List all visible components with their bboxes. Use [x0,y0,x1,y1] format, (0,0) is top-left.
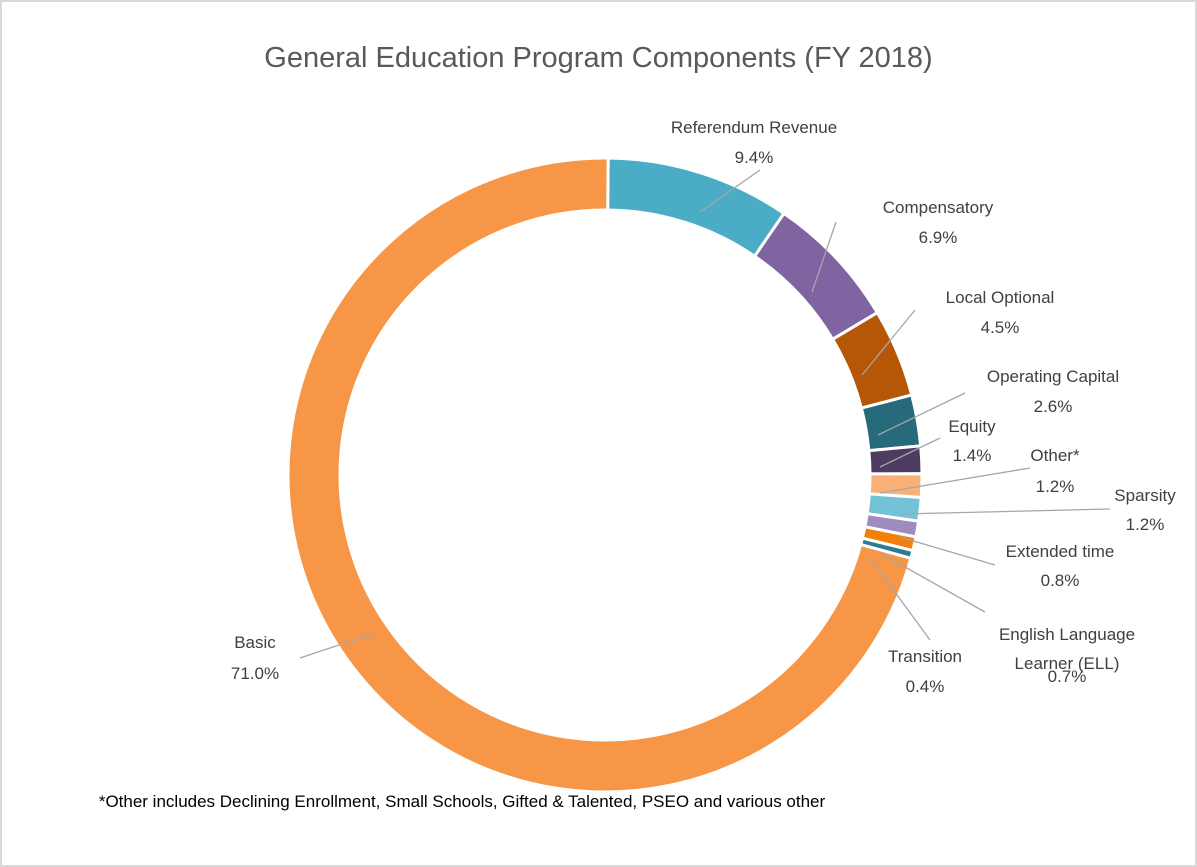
value-label: 9.4% [734,148,774,167]
leader-line [899,508,1111,515]
slice-label: Extended time [1005,542,1115,561]
leader-line [877,392,966,436]
slice-label: Transition [887,647,963,666]
value-label: 2.6% [1033,397,1073,416]
footnote: *Other includes Declining Enrollment, Sm… [98,792,826,811]
leader-line [869,557,931,641]
leader-line [861,309,916,376]
leader-line [879,467,1031,494]
leader-line [879,552,986,613]
leader-line [811,221,837,293]
leader-line [699,169,761,213]
value-label: 4.5% [980,318,1020,337]
value-label: 1.2% [1125,515,1165,534]
value-label: 1.4% [952,446,992,465]
slice-label: English Language Learner (ELL) [998,625,1136,673]
slice-label: Compensatory [882,198,994,217]
slice-label: Referendum Revenue [670,118,838,137]
donut-slice [286,156,913,794]
chart-title: General Education Program Components (FY… [264,42,933,74]
value-label: 0.4% [905,677,945,696]
leader-line [879,437,941,468]
value-label: 0.7% [1047,667,1087,686]
slice-label: Sparsity [1114,486,1176,505]
leader-line [899,536,996,566]
slice-label: Equity [948,417,996,436]
value-label: 71.0% [230,664,280,683]
slice-label: Local Optional [945,288,1055,307]
value-label: 6.9% [918,228,958,247]
slice-label: Basic [234,633,276,652]
donut-slice [752,211,880,342]
slice-label: Operating Capital [986,367,1120,386]
slice-label: Other* [1030,446,1080,465]
value-label: 0.8% [1040,571,1080,590]
donut-slice [606,156,787,259]
leader-line [299,632,376,659]
value-label: 1.2% [1035,477,1075,496]
